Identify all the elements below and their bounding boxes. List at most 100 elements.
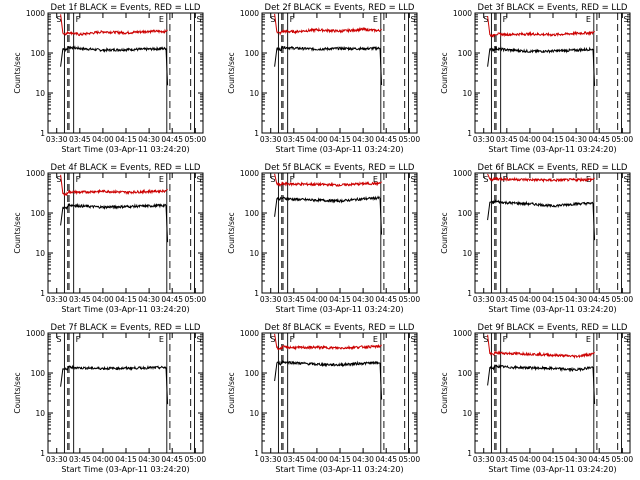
x-tick-label: 04:00	[92, 455, 114, 464]
y-tick-label: 100	[245, 209, 260, 218]
lld-series-line	[379, 28, 382, 32]
marker-label: S	[270, 15, 275, 24]
lld-series-line	[489, 30, 594, 38]
y-tick-label: 1000	[240, 9, 259, 18]
axes-frame	[474, 172, 631, 294]
events-series-line	[165, 367, 169, 405]
marker-label: E	[586, 335, 591, 344]
y-tick-label: 10	[35, 89, 45, 98]
x-tick-label: 04:00	[92, 295, 114, 304]
panel-title: Det 8f BLACK = Events, RED = LLD	[265, 323, 415, 333]
panel-det-8: Det 8f BLACK = Events, RED = LLD 1 10 100 10…	[227, 323, 420, 474]
y-tick-label: 1	[40, 129, 45, 138]
y-axis-label: Counts/sec	[13, 372, 22, 413]
x-tick-label: 05:00	[611, 455, 633, 464]
events-series-line	[60, 207, 64, 226]
x-axis-label: Start Time (03-Apr-11 03:24:20)	[488, 145, 616, 154]
axes-frame	[261, 12, 418, 134]
axes-frame	[47, 172, 204, 294]
marker-label: F	[290, 335, 295, 344]
marker-label: F	[76, 15, 81, 24]
x-axis-label: Start Time (03-Apr-11 03:24:20)	[488, 465, 616, 474]
events-series-line	[592, 49, 596, 87]
lld-series-line	[165, 188, 168, 192]
x-tick-label: 03:30	[473, 295, 495, 304]
lld-series-line	[379, 344, 382, 347]
y-axis-label: Counts/sec	[440, 212, 449, 253]
events-series-line	[592, 367, 596, 405]
x-tick-label: 05:00	[398, 455, 420, 464]
events-series-line	[487, 48, 491, 67]
x-tick-label: 03:45	[283, 135, 305, 144]
y-tick-label: 1	[467, 129, 472, 138]
events-series-line	[165, 48, 169, 86]
x-axis-label: Start Time (03-Apr-11 03:24:20)	[275, 305, 403, 314]
x-tick-label: 04:45	[375, 135, 397, 144]
marker-label: F	[290, 15, 295, 24]
x-tick-label: 03:45	[496, 455, 518, 464]
events-series-line	[489, 363, 594, 373]
events-series-line	[592, 203, 596, 241]
panel-det-6: Det 6f BLACK = Events, RED = LLD 1 10 100 10…	[440, 163, 633, 314]
x-tick-label: 04:00	[92, 135, 114, 144]
panel-title: Det 5f BLACK = Events, RED = LLD	[265, 163, 415, 173]
y-tick-label: 10	[249, 249, 259, 258]
x-tick-label: 03:45	[283, 295, 305, 304]
marker-label: S	[411, 175, 416, 184]
x-tick-label: 03:30	[473, 455, 495, 464]
y-tick-label: 100	[31, 209, 46, 218]
x-tick-label: 04:15	[542, 295, 564, 304]
marker-label: E	[373, 175, 378, 184]
events-series-line	[62, 364, 166, 371]
lld-series-line	[165, 29, 168, 32]
lld-series-line	[62, 28, 167, 37]
lld-series-line	[592, 30, 595, 34]
panel-det-7: Det 7f BLACK = Events, RED = LLD 1 10 100 10…	[13, 323, 206, 474]
y-tick-label: 1000	[453, 9, 472, 18]
x-tick-label: 05:00	[398, 295, 420, 304]
lld-series-line	[276, 26, 381, 36]
lld-series-line	[276, 343, 381, 351]
x-tick-label: 04:45	[588, 455, 610, 464]
marker-label: S	[56, 15, 61, 24]
x-tick-label: 03:30	[473, 135, 495, 144]
events-series-line	[379, 48, 383, 86]
panel-det-2: Det 2f BLACK = Events, RED = LLD 1 10 100 10…	[227, 3, 420, 154]
marker-label: S	[483, 15, 488, 24]
marker-label: E	[373, 15, 378, 24]
y-tick-label: 1	[467, 289, 472, 298]
y-tick-label: 100	[458, 49, 473, 58]
x-tick-label: 04:15	[329, 455, 351, 464]
lld-series-line	[592, 351, 595, 355]
y-tick-label: 1000	[26, 329, 45, 338]
x-tick-label: 04:30	[565, 295, 587, 304]
x-tick-label: 03:30	[260, 295, 282, 304]
y-axis-label: Counts/sec	[227, 372, 236, 413]
x-tick-label: 03:45	[69, 455, 91, 464]
lld-series-line	[276, 180, 381, 188]
marker-label: E	[159, 175, 164, 184]
x-tick-label: 04:30	[352, 295, 374, 304]
x-tick-label: 04:00	[519, 455, 541, 464]
panel-title: Det 2f BLACK = Events, RED = LLD	[265, 3, 415, 13]
panel-det-9: Det 9f BLACK = Events, RED = LLD 1 10 100 10…	[440, 323, 633, 474]
x-tick-label: 04:45	[375, 295, 397, 304]
axes-frame	[47, 12, 204, 134]
x-tick-label: 04:45	[161, 455, 183, 464]
marker-label: S	[411, 335, 416, 344]
x-tick-label: 05:00	[398, 135, 420, 144]
events-series-line	[62, 45, 167, 53]
events-series-line	[489, 199, 594, 209]
x-tick-label: 03:45	[496, 295, 518, 304]
y-tick-label: 10	[462, 89, 472, 98]
x-tick-label: 04:15	[542, 455, 564, 464]
x-tick-label: 05:00	[184, 135, 206, 144]
x-tick-label: 04:15	[115, 455, 137, 464]
axes-frame	[474, 332, 631, 454]
x-tick-label: 04:45	[161, 295, 183, 304]
y-tick-label: 10	[462, 409, 472, 418]
marker-label: S	[270, 175, 275, 184]
x-tick-label: 03:45	[69, 295, 91, 304]
lld-series-line	[592, 177, 595, 180]
lld-series-line	[487, 334, 491, 354]
